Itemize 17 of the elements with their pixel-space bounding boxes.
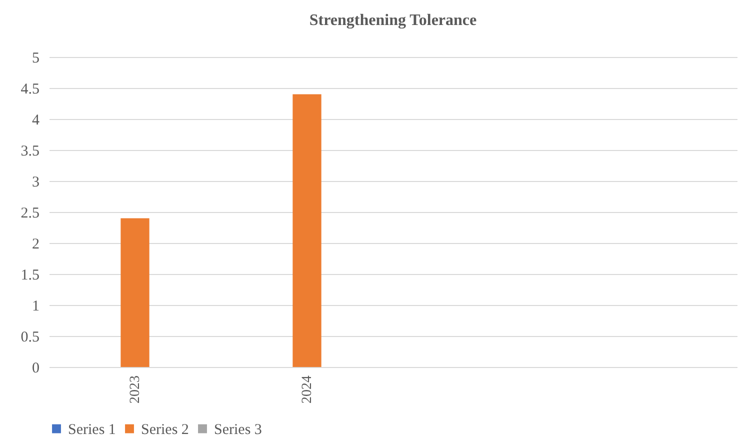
chart-title: Strengthening Tolerance — [309, 12, 477, 29]
y-tick-label: 2 — [32, 236, 40, 252]
y-tick-label: 0 — [32, 360, 40, 376]
legend-label: Series 1 — [68, 422, 116, 438]
legend-label: Series 3 — [214, 422, 262, 438]
x-tick-label: 2024 — [300, 376, 315, 404]
y-tick-label: 3.5 — [20, 144, 40, 160]
y-tick-label: 2.5 — [20, 206, 40, 222]
y-tick-label: 4 — [32, 112, 40, 128]
y-tick-label: 5 — [32, 50, 40, 66]
y-tick-label: 1 — [32, 298, 40, 314]
x-tick-label: 2023 — [128, 376, 143, 404]
y-tick-label: 4.5 — [20, 82, 40, 98]
legend-label: Series 2 — [141, 422, 189, 438]
y-tick-label: 0.5 — [20, 330, 40, 346]
y-tick-label: 3 — [32, 174, 40, 190]
y-tick-label: 1.5 — [20, 268, 40, 284]
